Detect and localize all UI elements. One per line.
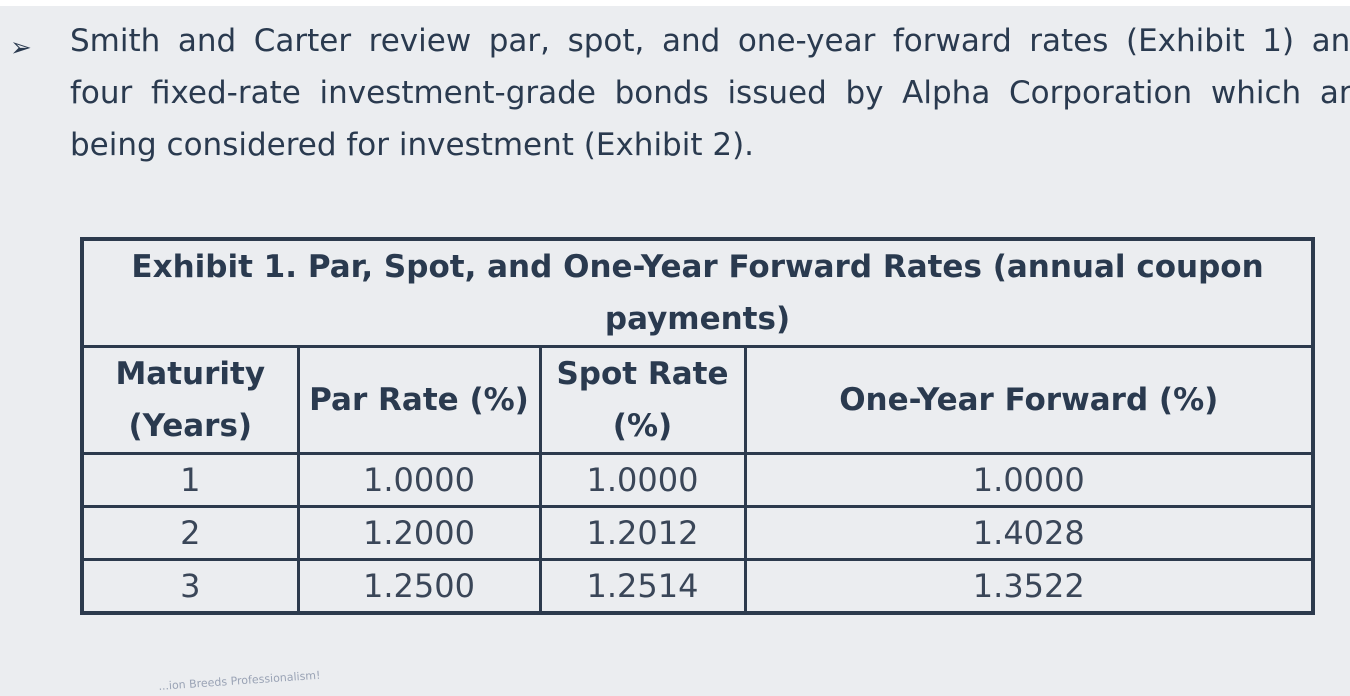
cell-par-rate: 1.0000 [296, 452, 542, 508]
exhibit-title: Exhibit 1. Par, Spot, and One-Year Forwa… [80, 237, 1315, 348]
paragraph-line-2: four fixed-rate investment-grade bonds i… [70, 75, 1350, 111]
cell-maturity: 3 [80, 558, 300, 615]
table-row: 3 1.2500 1.2514 1.3522 [80, 558, 1315, 615]
header-spot-rate: Spot Rate (%) [538, 345, 747, 455]
cell-maturity: 2 [80, 505, 300, 561]
cell-spot-rate: 1.2514 [538, 558, 747, 615]
cell-spot-rate: 1.2012 [538, 505, 747, 561]
cell-maturity: 1 [80, 452, 300, 508]
intro-paragraph: Smith and Carter review par, spot, and o… [70, 15, 1350, 171]
header-maturity: Maturity (Years) [80, 345, 300, 455]
top-edge [0, 0, 1350, 6]
cell-forward: 1.4028 [743, 505, 1315, 561]
paragraph-line-1: Smith and Carter review par, spot, and o… [70, 23, 1350, 59]
table-row: 1 1.0000 1.0000 1.0000 [80, 452, 1315, 508]
bullet-arrow-icon: ➢ [10, 33, 32, 63]
header-par-rate: Par Rate (%) [296, 345, 542, 455]
header-one-year-forward: One-Year Forward (%) [743, 345, 1315, 455]
exhibit-1-table: Exhibit 1. Par, Spot, and One-Year Forwa… [80, 237, 1316, 615]
cell-forward: 1.3522 [743, 558, 1315, 615]
cell-spot-rate: 1.0000 [538, 452, 747, 508]
table-row: 2 1.2000 1.2012 1.4028 [80, 505, 1315, 561]
cell-par-rate: 1.2000 [296, 505, 542, 561]
cell-par-rate: 1.2500 [296, 558, 542, 615]
cell-forward: 1.0000 [743, 452, 1315, 508]
paragraph-line-3: being considered for investment (Exhibit… [70, 127, 755, 163]
footer-watermark: ...ion Breeds Professionalism! [158, 668, 321, 693]
